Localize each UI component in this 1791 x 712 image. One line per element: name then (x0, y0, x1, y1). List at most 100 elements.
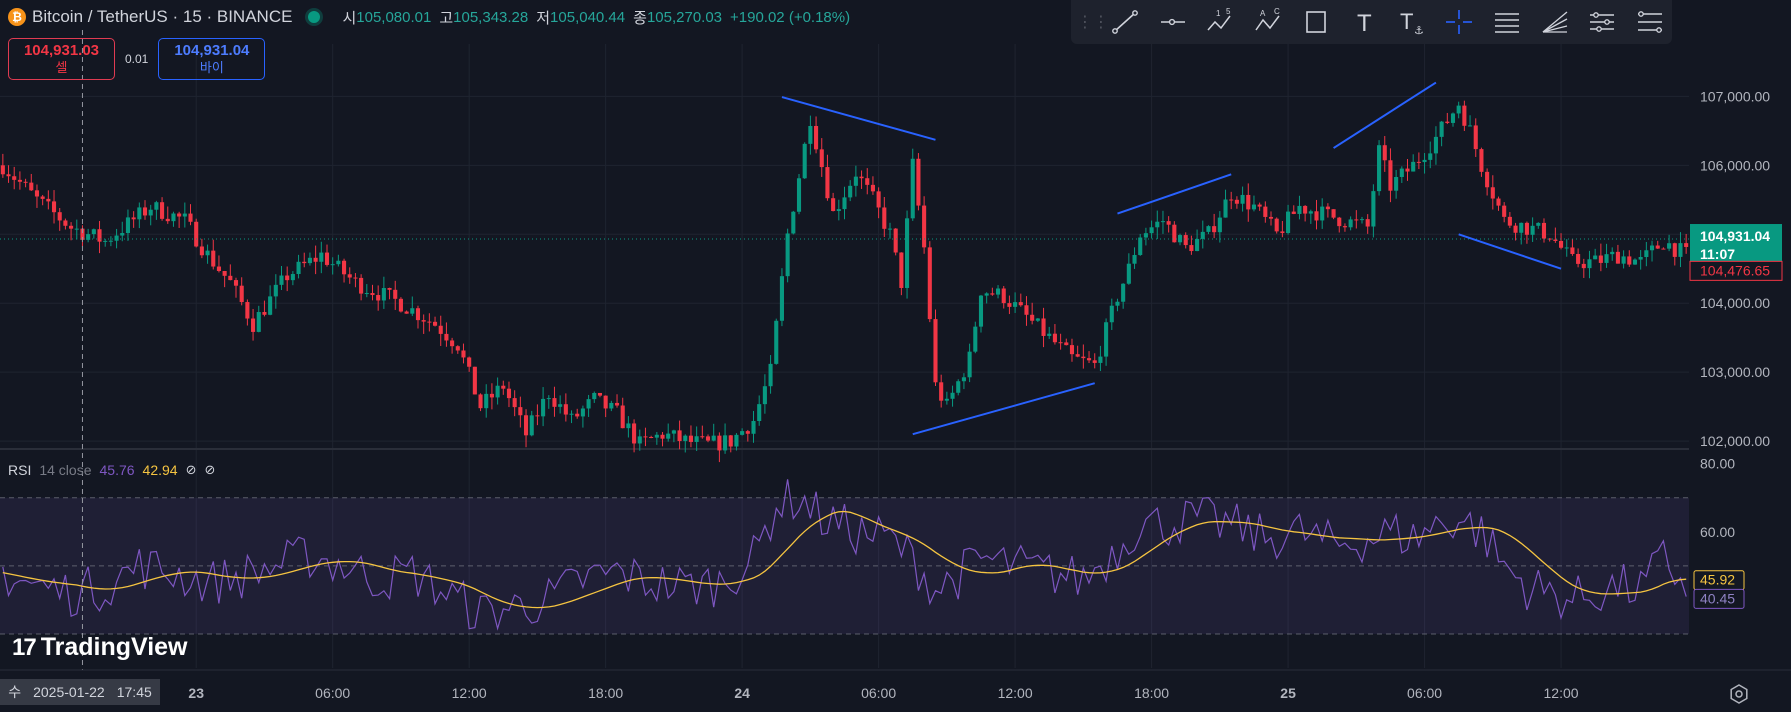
horizontal-ray-icon[interactable] (1151, 4, 1195, 40)
candle-body (512, 398, 517, 408)
candle (1428, 141, 1433, 169)
candle-body (717, 435, 722, 451)
chart-settings-gear-icon[interactable] (1728, 683, 1750, 705)
candle (1519, 222, 1524, 245)
candle (1149, 220, 1154, 239)
candle (819, 138, 824, 177)
candle-body (1263, 206, 1268, 217)
candle (415, 305, 421, 329)
candle (1035, 318, 1040, 323)
candle-body (1132, 254, 1137, 264)
candle-body (523, 415, 529, 436)
candle (347, 267, 352, 284)
candle-body (1280, 231, 1285, 234)
candle (1280, 220, 1285, 238)
candle (359, 274, 364, 301)
candle (131, 211, 136, 228)
candle-body (97, 229, 102, 242)
candle (1223, 189, 1228, 218)
candle-body (779, 276, 784, 321)
candle-body (489, 393, 494, 398)
candle-body (302, 261, 307, 264)
candle-body (330, 264, 335, 266)
candle-body (1593, 255, 1598, 260)
candle-body (1217, 217, 1222, 233)
hidden-value-icon[interactable]: ⊘ (204, 462, 216, 477)
candle (1143, 227, 1148, 246)
text-icon[interactable]: T (1342, 4, 1386, 40)
fib-fan-icon[interactable] (1533, 4, 1577, 40)
candle (1086, 351, 1092, 364)
candle (705, 434, 711, 443)
candle-body (660, 434, 665, 439)
candle (1155, 210, 1160, 240)
candle (1450, 112, 1456, 127)
candle-body (978, 295, 984, 327)
candle (1217, 211, 1222, 243)
candle-body (649, 436, 654, 438)
candle (1251, 195, 1257, 212)
parallel-channel-icon[interactable] (1581, 4, 1625, 40)
candle-body (558, 404, 563, 407)
candle-body (432, 321, 438, 326)
candle (978, 294, 984, 333)
crosshair-icon[interactable] (1437, 4, 1481, 40)
candle (51, 190, 57, 224)
candle-body (1496, 198, 1501, 206)
candle-body (1149, 227, 1154, 234)
candle (273, 274, 278, 309)
candle-body (694, 436, 699, 442)
candle-body (757, 404, 762, 421)
candle-body (1234, 199, 1239, 204)
candle (529, 410, 534, 437)
candle-body (1473, 125, 1478, 150)
regression-channel-icon[interactable] (1628, 4, 1672, 40)
hidden-value-icon[interactable]: ⊘ (185, 462, 197, 477)
candle-body (1013, 302, 1018, 307)
candle (1052, 324, 1057, 345)
candle-body (796, 178, 802, 212)
candle (1655, 240, 1660, 249)
candle-body (1172, 224, 1177, 243)
candle (1388, 148, 1393, 203)
candle-body (501, 385, 506, 389)
candle (182, 202, 187, 228)
candle-body (1348, 219, 1353, 228)
candle (256, 305, 261, 333)
rectangle-icon[interactable] (1294, 4, 1338, 40)
candle-body (808, 125, 813, 144)
candle (63, 218, 68, 230)
candle (97, 220, 102, 254)
candle (307, 252, 312, 266)
candle-body (882, 207, 887, 229)
rsi-params: 14 close (39, 462, 92, 478)
crosshair-time: 17:45 (116, 684, 152, 700)
candle-body (819, 149, 824, 168)
candle-body (1684, 243, 1689, 247)
tradingview-logo[interactable]: 17 TradingView (12, 633, 188, 662)
fib-retracement-icon[interactable] (1485, 4, 1529, 40)
candle-body (160, 202, 165, 219)
candle (103, 238, 108, 247)
buy-button[interactable]: 104,931.04 바이 (158, 38, 266, 80)
bitcoin-coin-icon: ₿ (8, 8, 26, 26)
anchored-text-icon[interactable]: T ⚓ (1390, 4, 1434, 40)
sell-button[interactable]: 104,931.03 셀 (8, 38, 115, 80)
trend-line-icon[interactable] (1103, 4, 1147, 40)
drag-handle-icon[interactable]: ⋮⋮ (1077, 14, 1109, 31)
candle (1439, 120, 1444, 147)
symbol-title[interactable]: Bitcoin / TetherUS · 15 · BINANCE (32, 7, 293, 26)
time-axis-tick-label: 18:00 (1134, 685, 1169, 701)
candle-body (211, 250, 216, 267)
price-axis-tick-label: 104,000.00 (1700, 295, 1770, 311)
ohlc-values: 시 105,080.01 고 105,343.28 저 105,040.44 종… (334, 7, 850, 28)
candle-body (575, 413, 580, 417)
candle-body (603, 395, 608, 409)
rsi-name[interactable]: RSI (8, 462, 32, 478)
candle (728, 434, 733, 453)
candle-body (1553, 239, 1558, 241)
